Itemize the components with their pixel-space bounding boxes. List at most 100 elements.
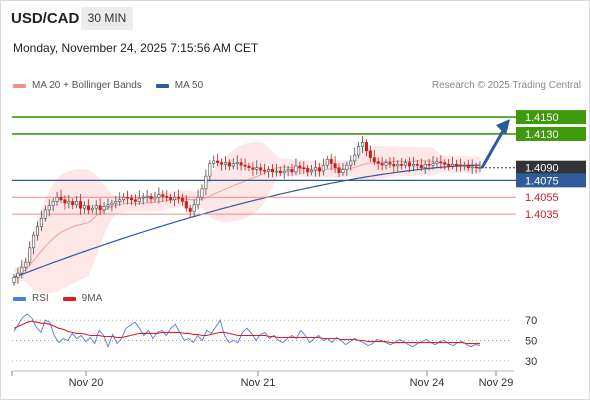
candle-body <box>235 162 239 164</box>
candle-body <box>153 196 157 200</box>
candle-body <box>400 164 404 166</box>
candle-body <box>302 167 306 169</box>
candle-body <box>451 164 455 167</box>
x-tick-label-2: Nov 24 <box>410 377 445 389</box>
candle-body <box>404 162 408 166</box>
credit-label: Research © 2025 Trading Central <box>431 80 581 91</box>
candle-body <box>82 205 86 209</box>
candle-body <box>129 197 134 201</box>
candle-body <box>133 199 137 202</box>
bollinger-band <box>14 141 480 294</box>
candle-body <box>114 201 118 204</box>
candle-body <box>392 164 396 167</box>
candle-body <box>361 142 365 147</box>
candle-body <box>110 202 114 206</box>
legend-label-9ma: 9MA <box>81 293 103 304</box>
rsi-series-9ma <box>13 320 480 345</box>
candle-body <box>388 162 392 165</box>
legend-label-ma20: MA 20 + Bollinger Bands <box>32 80 142 91</box>
candle-body <box>251 167 255 170</box>
rsi-tick-30: 30 <box>525 356 537 368</box>
candle-body <box>28 247 32 263</box>
candle-body <box>329 158 333 164</box>
candle-body <box>79 201 83 209</box>
timeframe-badge[interactable]: 30 MIN <box>81 7 133 30</box>
candle-body <box>435 161 439 164</box>
candle-body <box>470 166 474 169</box>
rsi-legend: RSI 9MA <box>13 293 116 304</box>
candle-body <box>454 164 459 166</box>
candle-body <box>333 163 337 168</box>
candle-body <box>227 162 231 167</box>
candle-body <box>282 170 286 174</box>
candle-body <box>466 164 470 168</box>
candle-body <box>51 201 55 206</box>
candle-body <box>98 205 102 211</box>
legend-label-ma50: MA 50 <box>174 80 204 91</box>
candle-body <box>317 167 321 172</box>
candle-body <box>137 197 141 202</box>
level-badge-1-4090 <box>516 160 586 175</box>
candle-body <box>188 207 192 212</box>
projection-arrow-head <box>496 119 510 136</box>
candle-body <box>368 150 372 158</box>
candle-body <box>353 154 357 162</box>
symbol-title: USD/CAD <box>11 10 80 27</box>
candle-body <box>212 160 216 164</box>
level-label-1-4090: 1.4090 <box>525 163 559 175</box>
rsi-series-rsi <box>13 313 481 348</box>
level-badge-1-4130 <box>516 126 586 141</box>
candle-body <box>12 277 16 283</box>
top-bar: USD/CAD 30 MIN <box>0 0 590 34</box>
legend-swatch-rsi <box>13 296 26 301</box>
candle-body <box>141 196 145 199</box>
candle-body <box>208 163 212 177</box>
candle-body <box>396 164 400 167</box>
candle-body <box>223 162 227 165</box>
candle-body <box>176 196 180 199</box>
candle-body <box>247 165 251 168</box>
candle-body <box>263 169 267 172</box>
candle-body <box>216 160 220 163</box>
candle-body <box>196 196 200 206</box>
candle-body <box>423 164 427 168</box>
candle-body <box>145 196 149 198</box>
candle-body <box>118 199 122 202</box>
candle-body <box>286 169 290 172</box>
candle-body <box>20 266 24 274</box>
candle-body <box>59 196 63 201</box>
candle-body <box>71 201 75 206</box>
candle-body <box>243 164 247 167</box>
candle-body <box>439 161 443 164</box>
projection-arrow-shaft <box>480 128 506 169</box>
candle-body <box>314 167 318 171</box>
candle-body <box>192 204 196 212</box>
candle-body <box>372 157 376 163</box>
candle-body <box>231 163 235 167</box>
level-badge-1-4075 <box>516 173 586 188</box>
candle-body <box>200 188 204 198</box>
candle-body <box>67 201 71 204</box>
candle-body <box>24 261 28 268</box>
candle-body <box>419 164 423 168</box>
candle-body <box>94 205 98 209</box>
level-label-1-4055: 1.4055 <box>525 192 559 204</box>
candle-body <box>349 160 353 166</box>
candle-body <box>169 196 173 201</box>
rsi-tick-70: 70 <box>525 315 537 327</box>
candle-body <box>106 204 110 207</box>
candle-body <box>306 168 310 173</box>
candle-body <box>321 164 325 172</box>
x-tick-label-1: Nov 21 <box>241 377 276 389</box>
candle-body <box>274 170 278 173</box>
candle-body <box>63 199 67 204</box>
candle-body <box>180 197 184 202</box>
level-label-1-4130: 1.4130 <box>525 129 559 141</box>
candle-body <box>102 206 106 211</box>
candle-body <box>462 164 466 167</box>
rsi-tick-50: 50 <box>525 336 537 348</box>
level-label-1-4035: 1.4035 <box>525 209 559 221</box>
candle-body <box>239 162 243 166</box>
level-badge-1-4150 <box>516 110 586 125</box>
